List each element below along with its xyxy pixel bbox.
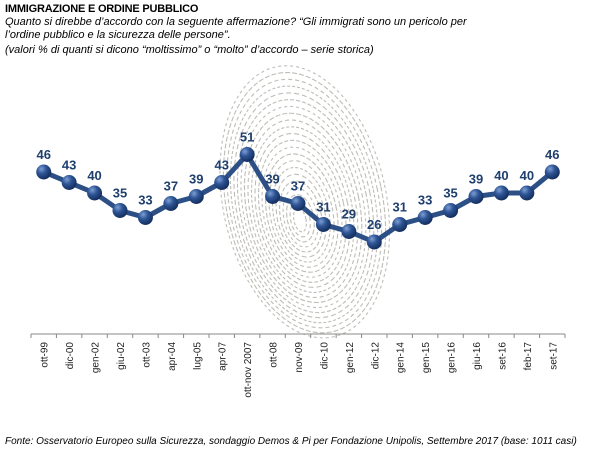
data-point <box>137 210 153 225</box>
x-tick-label: dic-12 <box>370 342 381 370</box>
fingerprint-ridge <box>243 112 363 304</box>
fingerprint-illustration <box>219 65 391 339</box>
data-point <box>163 196 179 211</box>
x-tick-label: apr-07 <box>218 342 229 371</box>
x-tick-label: set-17 <box>548 342 559 370</box>
x-tick-label: ott-03 <box>141 342 152 368</box>
data-point <box>366 234 382 250</box>
data-point <box>443 203 459 218</box>
fingerprint-ridge <box>226 78 383 329</box>
x-tick-label: apr-04 <box>167 342 178 371</box>
x-tick-label: ott-99 <box>40 342 51 368</box>
data-label: 51 <box>240 130 254 145</box>
data-label: 37 <box>164 179 178 194</box>
data-label: 39 <box>265 172 279 187</box>
data-point <box>341 224 357 239</box>
fingerprint-ridge <box>247 119 359 299</box>
x-tick-label: lug-05 <box>192 342 203 370</box>
fingerprint-ridge <box>222 72 387 334</box>
data-label: 33 <box>138 193 152 208</box>
data-label: 40 <box>87 168 101 183</box>
fingerprint-ridge <box>293 207 307 233</box>
data-point <box>315 217 331 232</box>
x-tick-label: dic-00 <box>65 342 76 370</box>
x-tick-label: nov-09 <box>294 342 305 373</box>
source-note: Fonte: Osservatorio Europeo sulla Sicure… <box>5 436 577 447</box>
data-label: 31 <box>316 200 330 215</box>
question-line-1: Quanto si direbbe d’accordo con la segue… <box>5 16 467 28</box>
data-point <box>239 147 255 162</box>
data-label: 43 <box>62 158 76 173</box>
data-point <box>61 175 77 190</box>
fingerprint-ridge <box>236 99 371 314</box>
fingerprint-ridge <box>254 133 351 288</box>
fingerprint-ridge <box>229 85 379 324</box>
data-label: 35 <box>113 186 127 201</box>
fingerprint-ridge <box>282 187 319 248</box>
chart-note: (valori % di quanti si dicono “moltissim… <box>5 44 374 56</box>
x-tick-label: gen-16 <box>447 342 458 374</box>
x-tick-label: ott-nov 2007 <box>243 342 254 398</box>
x-tick-label: dic-10 <box>319 342 330 370</box>
x-axis <box>30 333 566 338</box>
fingerprint-ridge <box>219 65 391 339</box>
data-label: 39 <box>189 172 203 187</box>
x-tick-label: giu-16 <box>472 342 483 370</box>
x-tick-label: gen-12 <box>345 342 356 374</box>
data-point <box>87 185 103 201</box>
data-point <box>519 185 535 201</box>
data-label: 31 <box>392 200 406 215</box>
data-label: 43 <box>214 158 228 173</box>
x-tick-label: set-16 <box>497 342 508 370</box>
data-label: 35 <box>443 186 457 201</box>
data-labels: 46 43 40 35 33 37 39 43 51 39 37 31 29 26 31 33 35 39 40 40… <box>36 130 559 233</box>
fingerprint-ridge <box>257 139 347 283</box>
data-point <box>112 203 128 218</box>
data-point <box>36 164 52 180</box>
x-tick-label: giu-02 <box>116 342 127 370</box>
question-line-2: l’ordine pubblico e la sicurezza delle p… <box>5 29 231 41</box>
fingerprint-ridge <box>264 153 339 273</box>
x-tick-label: gen-02 <box>91 342 102 374</box>
data-point <box>214 175 230 190</box>
data-points <box>36 147 560 250</box>
x-tick-labels: ott-99 dic-00 gen-02 giu-02 ott-03 apr-04 lug-… <box>40 342 560 398</box>
data-point <box>417 210 433 225</box>
fingerprint-ridge <box>261 146 343 278</box>
data-point <box>188 189 204 204</box>
data-label: 37 <box>291 179 305 194</box>
fingerprint-ridge <box>279 180 323 253</box>
data-point <box>493 185 509 201</box>
fingerprint-ridge <box>275 173 327 258</box>
x-tick-label: gen-14 <box>396 342 407 374</box>
data-point <box>392 217 408 232</box>
chart-title: IMMIGRAZIONE E ORDINE PUBBLICO <box>5 3 199 15</box>
fingerprint-ridge <box>250 126 355 293</box>
data-point <box>265 189 281 204</box>
data-point <box>290 196 306 211</box>
x-tick-label: ott-08 <box>269 342 280 368</box>
data-label: 26 <box>367 217 381 232</box>
data-label: 39 <box>469 172 483 187</box>
data-label: 40 <box>520 168 534 183</box>
data-label: 29 <box>342 207 356 222</box>
data-label: 46 <box>545 147 559 162</box>
fingerprint-ridge <box>272 166 331 263</box>
x-tick-label: gen-15 <box>421 342 432 374</box>
data-point <box>544 164 560 180</box>
fingerprint-ridge <box>240 105 367 309</box>
data-label: 46 <box>36 147 50 162</box>
fingerprint-ridge <box>233 92 375 319</box>
survey-question: Quanto si direbbe d’accordo con la segue… <box>5 16 565 42</box>
x-tick-label: feb-17 <box>523 342 534 371</box>
data-point <box>468 189 484 204</box>
data-label: 40 <box>494 168 508 183</box>
data-label: 33 <box>418 193 432 208</box>
fingerprint-ridge <box>268 160 335 268</box>
